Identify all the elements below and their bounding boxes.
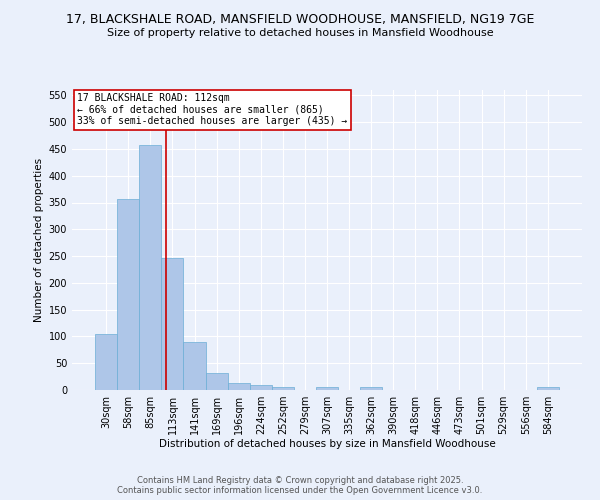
Bar [272, 387, 294, 390]
Bar [161, 258, 184, 390]
Y-axis label: Number of detached properties: Number of detached properties [34, 158, 44, 322]
Bar [250, 385, 272, 390]
Text: Size of property relative to detached houses in Mansfield Woodhouse: Size of property relative to detached ho… [107, 28, 493, 38]
Bar [117, 198, 139, 390]
Text: 17, BLACKSHALE ROAD, MANSFIELD WOODHOUSE, MANSFIELD, NG19 7GE: 17, BLACKSHALE ROAD, MANSFIELD WOODHOUSE… [66, 12, 534, 26]
Bar [206, 373, 227, 390]
Bar [227, 383, 250, 390]
Bar [360, 388, 382, 390]
Bar [139, 145, 161, 390]
Bar [316, 388, 338, 390]
Bar [537, 388, 559, 390]
Text: Contains HM Land Registry data © Crown copyright and database right 2025.
Contai: Contains HM Land Registry data © Crown c… [118, 476, 482, 495]
Bar [95, 334, 117, 390]
Text: 17 BLACKSHALE ROAD: 112sqm
← 66% of detached houses are smaller (865)
33% of sem: 17 BLACKSHALE ROAD: 112sqm ← 66% of deta… [77, 93, 347, 126]
Bar [184, 342, 206, 390]
X-axis label: Distribution of detached houses by size in Mansfield Woodhouse: Distribution of detached houses by size … [158, 438, 496, 448]
